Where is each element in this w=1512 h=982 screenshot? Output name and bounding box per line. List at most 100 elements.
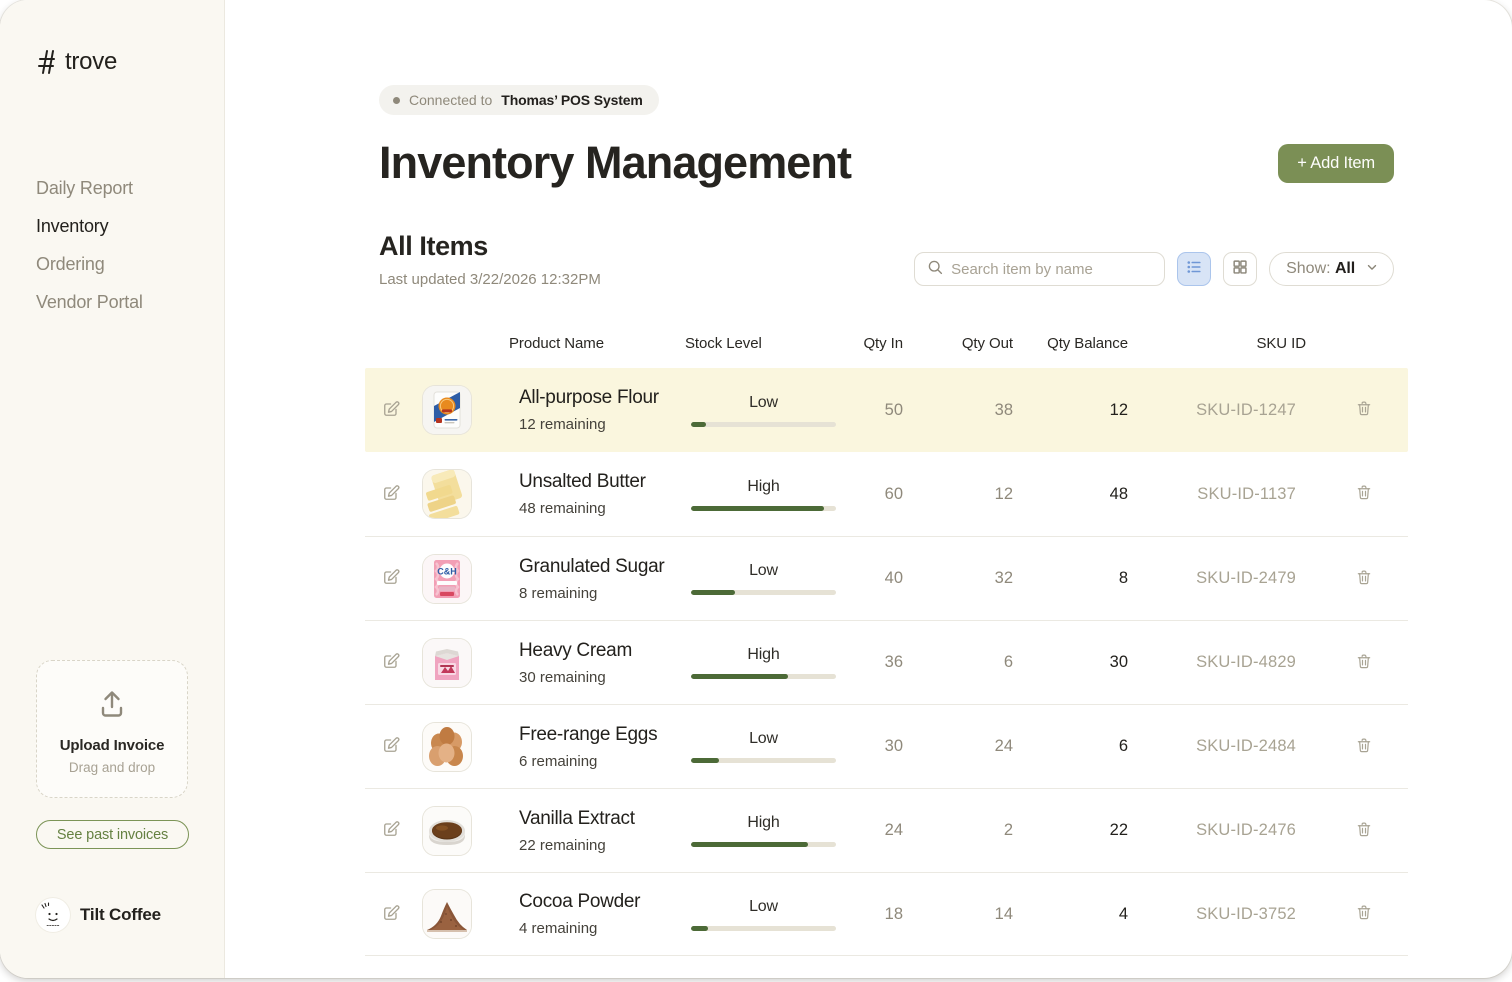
stock-level-label: High <box>747 646 780 663</box>
qty-balance-value: 8 <box>1118 569 1128 587</box>
stock-level-label: High <box>747 477 780 495</box>
edit-item-button[interactable] <box>377 479 405 510</box>
show-filter-dropdown[interactable]: Show: All <box>1269 252 1394 286</box>
trash-icon <box>1355 483 1373 505</box>
upload-invoice-title: Upload Invoice <box>59 737 165 754</box>
see-past-invoices-button[interactable]: See past invoices <box>36 820 189 849</box>
search-icon <box>927 259 943 280</box>
sku-id: SKU-ID-2476 <box>1196 821 1296 839</box>
sku-id: SKU-ID-2484 <box>1196 737 1296 755</box>
stock-level-bar <box>691 421 836 427</box>
edit-item-button[interactable] <box>377 815 405 846</box>
qty-out-value: 32 <box>994 569 1013 587</box>
qty-out-value: 14 <box>994 904 1013 923</box>
qty-in-value: 60 <box>884 484 903 503</box>
table-row[interactable]: Unsalted Butter 48 remaining High 60 12 … <box>365 452 1408 536</box>
product-name: Free-range Eggs <box>519 723 658 745</box>
product-remaining: 30 remaining <box>519 668 606 686</box>
qty-balance-value: 22 <box>1109 821 1128 839</box>
inventory-table: Product Name Stock Level Qty In Qty Out … <box>365 318 1408 956</box>
sidebar-item-ordering[interactable]: Ordering <box>36 254 105 274</box>
show-filter-value: All <box>1335 260 1355 277</box>
sidebar-nav: Daily Report Inventory Ordering Vendor P… <box>36 178 188 313</box>
qty-in-value: 24 <box>884 821 903 839</box>
sidebar-item-vendor-portal[interactable]: Vendor Portal <box>36 292 143 312</box>
stock-level-bar <box>691 674 836 679</box>
trove-ladder-icon <box>36 49 56 75</box>
product-remaining: 6 remaining <box>519 752 598 770</box>
sidebar-item-inventory[interactable]: Inventory <box>36 216 109 236</box>
delete-item-button[interactable] <box>1351 564 1377 594</box>
stock-level-label: Low <box>749 730 778 747</box>
col-stock-level: Stock Level <box>685 334 762 352</box>
show-filter-label: Show: <box>1286 260 1331 277</box>
table-row[interactable]: C&H Granulated Sugar 8 remaining Low 40 … <box>365 536 1408 620</box>
brand-name: trove <box>65 48 118 75</box>
tilt-coffee-name: Tilt Coffee <box>80 905 161 924</box>
edit-pencil-icon <box>381 903 401 926</box>
table-row[interactable]: Heavy Cream 30 remaining High 36 6 30 SK… <box>365 620 1408 704</box>
qty-balance-value: 6 <box>1118 737 1128 755</box>
sidebar-item-daily-report[interactable]: Daily Report <box>36 178 133 198</box>
qty-balance-value: 30 <box>1109 653 1128 671</box>
add-item-button[interactable]: + Add Item <box>1278 143 1394 183</box>
edit-item-button[interactable] <box>377 563 405 594</box>
qty-in-value: 18 <box>884 904 903 923</box>
table-row[interactable]: Cocoa Powder 4 remaining Low 18 14 4 SKU… <box>365 872 1408 956</box>
stock-level-label: Low <box>749 897 778 915</box>
delete-item-button[interactable] <box>1351 648 1377 678</box>
qty-out-value: 12 <box>994 484 1013 503</box>
delete-item-button[interactable] <box>1351 899 1377 929</box>
stock-level-bar <box>691 758 836 763</box>
col-qty-out: Qty Out <box>961 334 1013 352</box>
product-remaining: 8 remaining <box>519 584 598 602</box>
delete-item-button[interactable] <box>1351 732 1377 762</box>
table-header-row: Product Name Stock Level Qty In Qty Out … <box>365 318 1408 368</box>
trash-icon <box>1355 736 1373 758</box>
product-image-cream-carton <box>423 638 471 687</box>
qty-in-value: 50 <box>884 400 903 419</box>
edit-item-button[interactable] <box>377 731 405 762</box>
product-remaining: 12 remaining <box>519 416 606 433</box>
product-image-cocoa-pile <box>423 890 471 938</box>
table-body: All-purpose Flour 12 remaining Low 50 38… <box>365 368 1408 956</box>
qty-balance-value: 48 <box>1109 484 1128 503</box>
edit-item-button[interactable] <box>377 647 405 678</box>
connection-system-name: Thomas’ POS System <box>501 92 643 108</box>
qty-out-value: 38 <box>994 400 1013 419</box>
stock-level-bar <box>691 925 836 931</box>
upload-invoice-subtitle: Drag and drop <box>68 760 156 775</box>
section-title: All Items <box>379 231 488 261</box>
table-row[interactable]: Free-range Eggs 6 remaining Low 30 24 6 … <box>365 704 1408 788</box>
col-sku-id: SKU ID <box>1256 334 1306 352</box>
sku-id: SKU-ID-1247 <box>1196 400 1296 419</box>
edit-pencil-icon <box>381 819 401 842</box>
search-input[interactable] <box>951 260 1153 278</box>
product-image-sugar-bag: C&H <box>423 554 471 603</box>
grid-view-toggle[interactable] <box>1223 252 1258 286</box>
grid-view-icon <box>1231 258 1249 281</box>
edit-item-button[interactable] <box>377 899 405 930</box>
upload-icon <box>47 687 177 721</box>
table-row[interactable]: All-purpose Flour 12 remaining Low 50 38… <box>365 368 1408 452</box>
edit-pencil-icon <box>381 483 401 506</box>
sku-id: SKU-ID-3752 <box>1196 904 1296 923</box>
col-product-name: Product Name <box>509 334 604 352</box>
trash-icon <box>1355 652 1373 674</box>
delete-item-button[interactable] <box>1351 479 1377 509</box>
chevron-down-icon <box>1365 260 1379 279</box>
table-row[interactable]: Vanilla Extract 22 remaining High 24 2 2… <box>365 788 1408 872</box>
edit-item-button[interactable] <box>377 395 405 426</box>
delete-item-button[interactable] <box>1351 395 1377 425</box>
connection-status-dot <box>393 96 400 104</box>
list-view-toggle[interactable] <box>1177 252 1212 286</box>
delete-item-button[interactable] <box>1351 816 1377 846</box>
product-image-eggs <box>423 722 471 771</box>
stock-level-bar <box>691 842 836 847</box>
stock-level-label: Low <box>749 393 778 411</box>
upload-invoice-dropzone[interactable]: Upload Invoice Drag and drop <box>36 660 188 798</box>
edit-pencil-icon <box>381 651 401 674</box>
trove-logo: trove <box>36 48 188 76</box>
col-qty-in: Qty In <box>863 334 903 352</box>
svg-text:C&H: C&H <box>437 566 457 576</box>
